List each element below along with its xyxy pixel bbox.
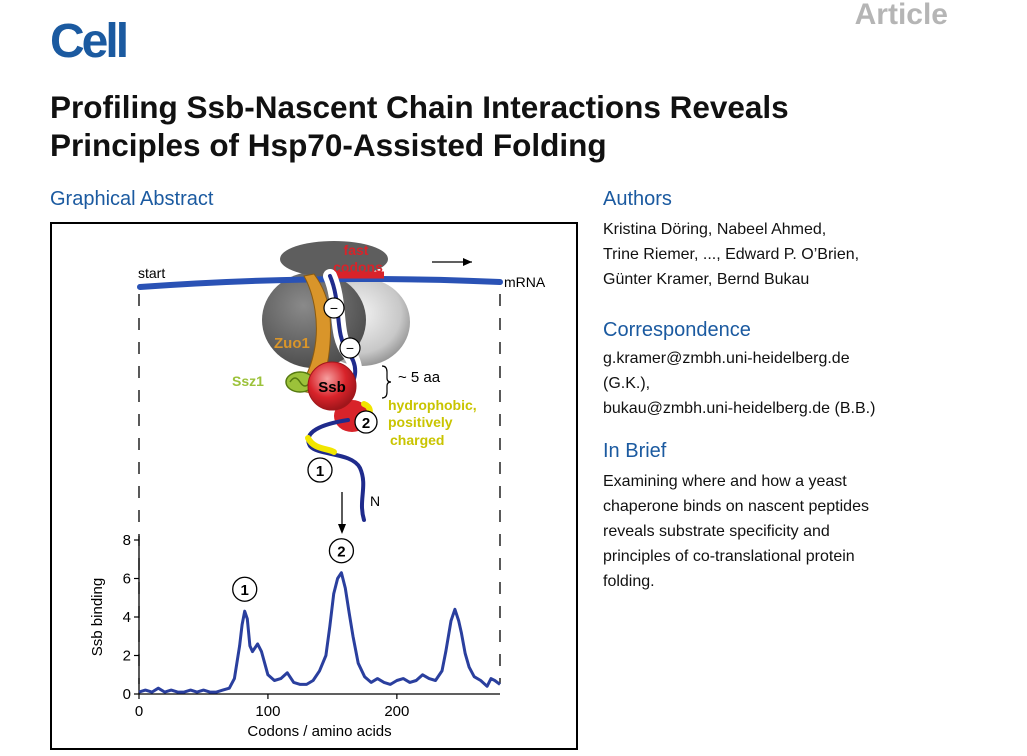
site-1-marker-diagram (307, 457, 333, 483)
peak-label-1: 1 (241, 582, 249, 599)
label-fast: fast (344, 242, 369, 258)
in-brief-line-4: principles of co-translational protein (603, 548, 855, 565)
in-brief-heading: In Brief (603, 440, 667, 462)
label-ssb: Ssb (318, 379, 346, 396)
peak-marker-2 (328, 538, 355, 564)
y-tick-label-4: 4 (123, 609, 131, 626)
in-brief-line-1: Examining where and how a yeast (603, 473, 847, 490)
negative-charge-icon-2 (339, 337, 361, 359)
ssb-shape (307, 361, 357, 411)
peak-label-2: 2 (337, 544, 345, 561)
x-axis-label: Codons / amino acids (247, 723, 391, 740)
graphical-abstract-figure: − − start mRNA fast codons Zuo1 Ssz1 Ssb… (50, 222, 578, 750)
label-positively: positively (388, 414, 453, 430)
label-charged: charged (390, 432, 444, 448)
label-spacing: ~ 5 aa (398, 369, 441, 386)
x-tick-label-200: 200 (384, 703, 409, 720)
in-brief-line-2: chaperone binds on nascent peptides (603, 498, 869, 515)
article-type-label: Article (854, 0, 948, 31)
y-tick-label-8: 8 (123, 532, 131, 549)
title-line-2: Principles of Hsp70-Assisted Folding (50, 127, 607, 163)
label-codons: codons (333, 259, 383, 275)
label-start: start (138, 265, 165, 281)
authors-line-3: Günter Kramer, Bernd Bukau (603, 271, 810, 288)
svg-text:2: 2 (362, 415, 370, 432)
label-n-terminus: N (370, 493, 380, 509)
binding-site-1 (305, 435, 337, 455)
correspondence-email-2[interactable]: bukau@zmbh.uni-heidelberg.de (B.B.) (603, 400, 876, 417)
y-tick-label-0: 0 (123, 686, 131, 703)
graphical-abstract-svg: − − start mRNA fast codons Zuo1 Ssz1 Ssb… (89, 241, 546, 740)
authors-line-2: Trine Riemer, ..., Edward P. O’Brien, (603, 246, 860, 263)
x-tick-label-0: 0 (135, 703, 143, 720)
authors-list: Kristina Döring, Nabeel Ahmed, Trine Rie… (603, 217, 859, 292)
in-brief-line-3: reveals substrate specificity and (603, 523, 830, 540)
svg-text:1: 1 (316, 463, 324, 480)
label-mrna: mRNA (504, 274, 546, 290)
paper-title: Profiling Ssb-Nascent Chain Interactions… (50, 88, 950, 164)
ssb-binding-chart: 0 2 4 6 8 0 100 200 Codons / amino acids Ssb bind… (89, 532, 501, 740)
journal-logo: Cell (50, 15, 129, 68)
x-tick-label-100: 100 (255, 703, 280, 720)
correspondence-heading: Correspondence (603, 319, 751, 341)
ribosome-small-subunit (280, 241, 388, 277)
graphical-abstract-heading: Graphical Abstract (50, 188, 214, 210)
correspondence-email-1[interactable]: g.kramer@zmbh.uni-heidelberg.de (603, 350, 850, 367)
site-2-marker-diagram (354, 410, 378, 434)
y-tick-label-6: 6 (123, 571, 131, 588)
ssb-binding-series-line (138, 571, 501, 694)
in-brief-line-5: folding. (603, 573, 655, 590)
authors-line-1: Kristina Döring, Nabeel Ahmed, (603, 221, 827, 238)
y-axis-label: Ssb binding (89, 578, 106, 656)
svg-text:−: − (330, 300, 338, 316)
title-line-1: Profiling Ssb-Nascent Chain Interactions… (50, 89, 789, 125)
mrna-strand (137, 275, 503, 290)
negative-charge-icon-1 (323, 297, 345, 319)
spacing-brace (381, 365, 392, 399)
label-hydrophobic: hydrophobic, (388, 397, 477, 413)
label-ssz1: Ssz1 (232, 373, 264, 389)
in-brief-text: Examining where and how a yeast chaperon… (603, 469, 869, 594)
y-tick-label-2: 2 (123, 648, 131, 665)
label-zuo1: Zuo1 (274, 335, 310, 352)
authors-heading: Authors (603, 188, 672, 210)
correspondence-line-2: (G.K.), (603, 375, 651, 392)
peak-marker-1 (232, 576, 258, 602)
correspondence-list: g.kramer@zmbh.uni-heidelberg.de (G.K.), … (603, 346, 875, 421)
svg-text:−: − (346, 340, 354, 356)
